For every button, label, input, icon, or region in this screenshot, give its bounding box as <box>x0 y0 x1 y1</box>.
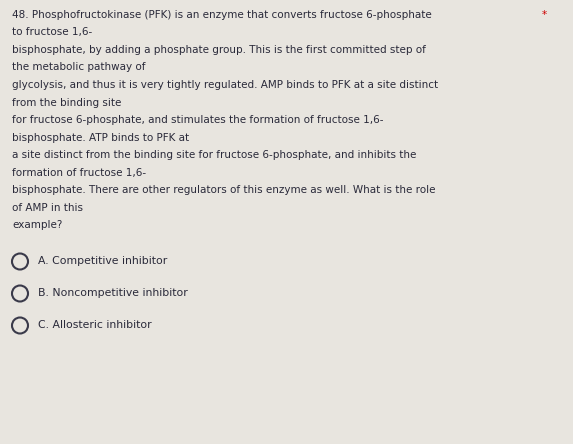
Text: formation of fructose 1,6-: formation of fructose 1,6- <box>12 167 146 178</box>
Text: a site distinct from the binding site for fructose 6-phosphate, and inhibits the: a site distinct from the binding site fo… <box>12 150 417 160</box>
Text: bisphosphate. There are other regulators of this enzyme as well. What is the rol: bisphosphate. There are other regulators… <box>12 185 435 195</box>
Text: to fructose 1,6-: to fructose 1,6- <box>12 28 92 37</box>
Text: A. Competitive inhibitor: A. Competitive inhibitor <box>38 255 167 266</box>
Text: *: * <box>542 10 547 20</box>
Text: B. Noncompetitive inhibitor: B. Noncompetitive inhibitor <box>38 288 188 297</box>
Text: C. Allosteric inhibitor: C. Allosteric inhibitor <box>38 320 152 329</box>
Text: bisphosphate. ATP binds to PFK at: bisphosphate. ATP binds to PFK at <box>12 132 189 143</box>
Text: example?: example? <box>12 220 62 230</box>
Text: of AMP in this: of AMP in this <box>12 202 83 213</box>
Text: glycolysis, and thus it is very tightly regulated. AMP binds to PFK at a site di: glycolysis, and thus it is very tightly … <box>12 80 438 90</box>
Text: the metabolic pathway of: the metabolic pathway of <box>12 63 146 72</box>
Text: from the binding site: from the binding site <box>12 98 121 107</box>
Text: for fructose 6-phosphate, and stimulates the formation of fructose 1,6-: for fructose 6-phosphate, and stimulates… <box>12 115 383 125</box>
Text: bisphosphate, by adding a phosphate group. This is the first committed step of: bisphosphate, by adding a phosphate grou… <box>12 45 426 55</box>
Text: 48. Phosphofructokinase (PFK) is an enzyme that converts fructose 6-phosphate: 48. Phosphofructokinase (PFK) is an enzy… <box>12 10 431 20</box>
